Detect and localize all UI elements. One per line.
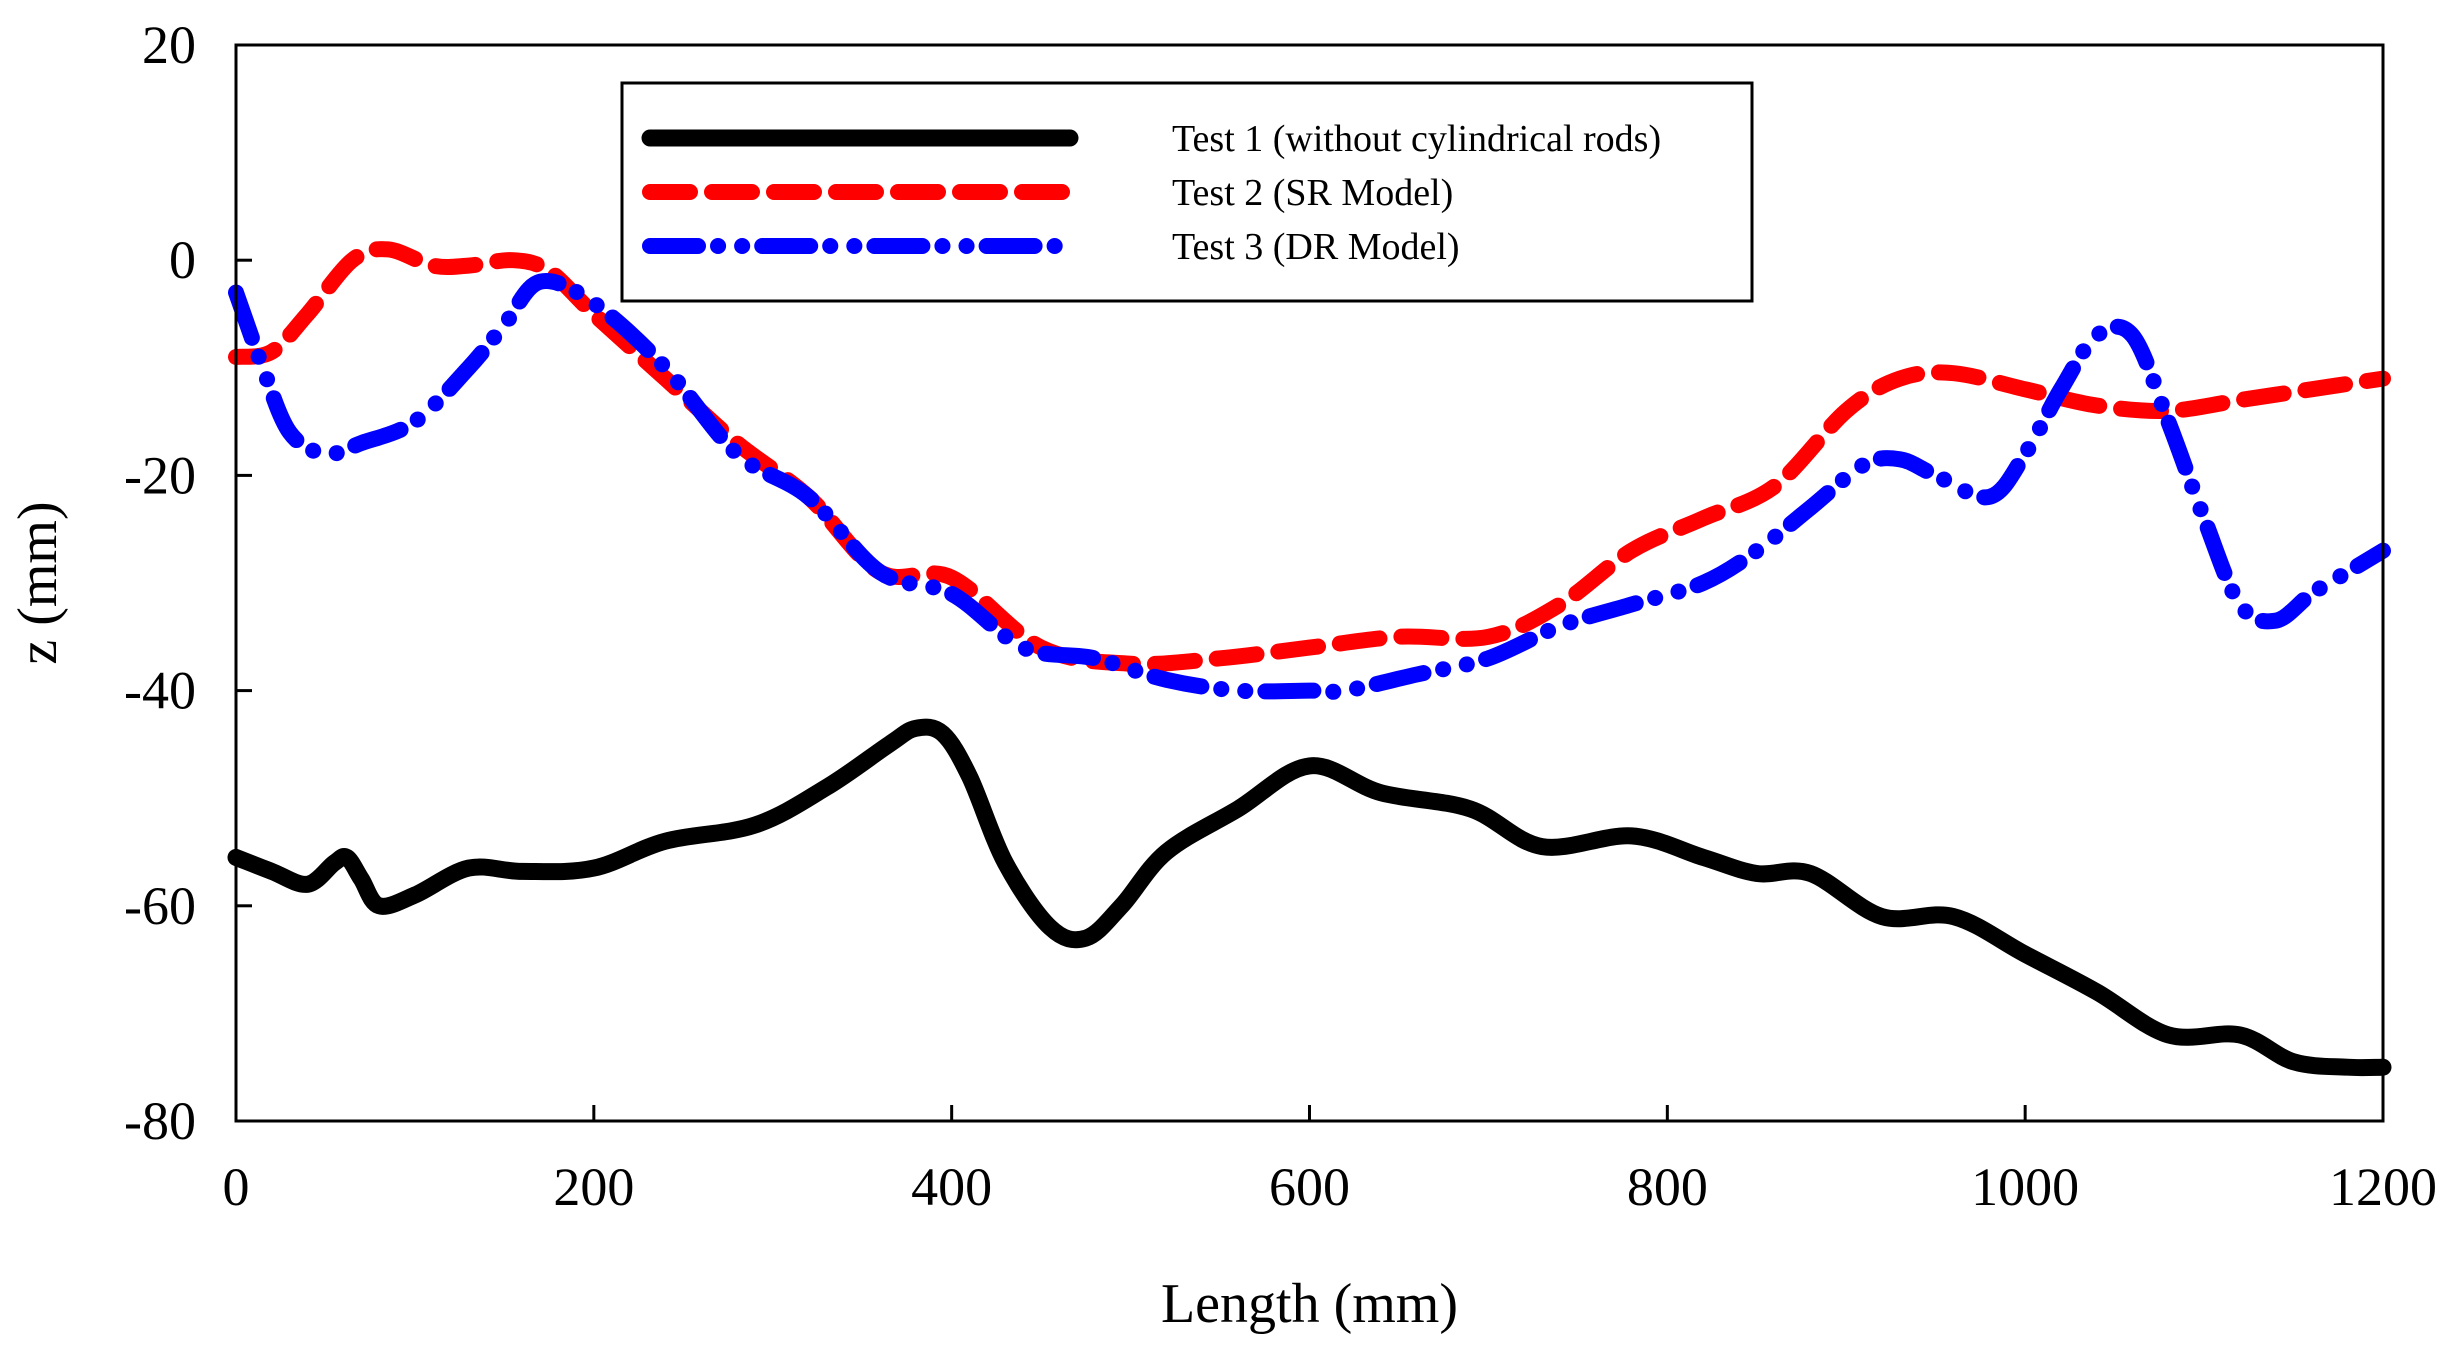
legend-label-2: Test 2 (SR Model) <box>1172 172 1453 214</box>
x-tick-label: 1200 <box>2329 1157 2437 1217</box>
x-tick-label: 0 <box>223 1157 250 1217</box>
series-line-2 <box>228 241 2391 673</box>
x-tick-label: 600 <box>1269 1157 1350 1217</box>
y-tick-label: -40 <box>124 661 196 721</box>
series-layer <box>227 241 2392 1077</box>
series-line-1 <box>227 718 2392 1077</box>
x-tick-label: 200 <box>553 1157 634 1217</box>
series-line-3 <box>228 273 2391 700</box>
legend: Test 1 (without cylindrical rods) Test 2 … <box>620 81 1754 303</box>
y-tick-label: -60 <box>124 876 196 936</box>
x-tick-label: 1000 <box>1971 1157 2079 1217</box>
y-tick-label: 20 <box>142 15 196 75</box>
y-axis-title: z (mm) <box>7 501 69 664</box>
y-tick-label: -80 <box>124 1091 196 1151</box>
legend-items: Test 1 (without cylindrical rods) Test 2 … <box>641 118 1661 268</box>
y-tick-label: 0 <box>169 230 196 290</box>
x-tick-label: 800 <box>1627 1157 1708 1217</box>
x-tick-label: 400 <box>911 1157 992 1217</box>
legend-label-3: Test 3 (DR Model) <box>1172 226 1460 268</box>
legend-label-1: Test 1 (without cylindrical rods) <box>1172 118 1661 160</box>
y-tick-label: -20 <box>124 445 196 505</box>
tick-labels-layer: 0 200 400 600 800 1000 1200 -80 -60 -40 -20 0 20 <box>124 15 2437 1217</box>
x-axis-title: Length (mm) <box>1161 1273 1458 1335</box>
ticks-layer <box>234 43 2385 1123</box>
